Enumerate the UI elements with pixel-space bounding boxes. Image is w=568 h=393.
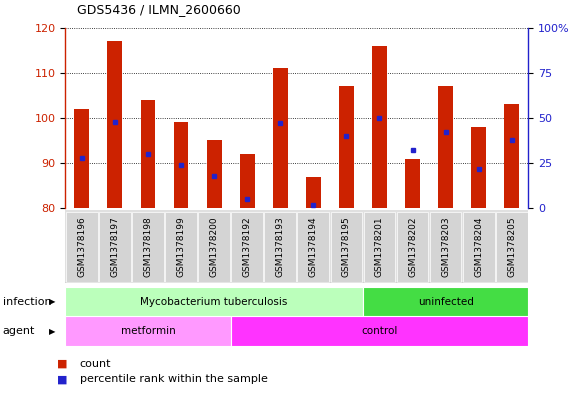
Text: ▶: ▶ xyxy=(49,327,56,336)
Text: GSM1378203: GSM1378203 xyxy=(441,216,450,277)
Text: GSM1378193: GSM1378193 xyxy=(275,216,285,277)
FancyBboxPatch shape xyxy=(364,212,395,282)
Text: infection: infection xyxy=(3,297,52,307)
Bar xyxy=(363,287,528,316)
Text: ▶: ▶ xyxy=(49,297,56,306)
Text: GSM1378204: GSM1378204 xyxy=(474,217,483,277)
FancyBboxPatch shape xyxy=(298,212,329,282)
FancyBboxPatch shape xyxy=(165,212,197,282)
Text: percentile rank within the sample: percentile rank within the sample xyxy=(80,374,268,384)
Text: control: control xyxy=(361,326,398,336)
Bar xyxy=(240,154,254,208)
Bar xyxy=(74,109,89,208)
Text: GSM1378195: GSM1378195 xyxy=(342,216,351,277)
Text: agent: agent xyxy=(3,326,35,336)
FancyBboxPatch shape xyxy=(331,212,362,282)
Text: GSM1378194: GSM1378194 xyxy=(309,216,318,277)
Bar xyxy=(65,316,231,346)
Bar xyxy=(339,86,354,208)
Bar xyxy=(372,46,387,208)
FancyBboxPatch shape xyxy=(198,212,230,282)
FancyBboxPatch shape xyxy=(496,212,528,282)
Text: ■: ■ xyxy=(57,358,67,369)
Text: GSM1378199: GSM1378199 xyxy=(177,216,186,277)
FancyBboxPatch shape xyxy=(396,212,428,282)
Bar xyxy=(207,140,222,208)
Text: GSM1378198: GSM1378198 xyxy=(144,216,152,277)
FancyBboxPatch shape xyxy=(264,212,296,282)
FancyBboxPatch shape xyxy=(99,212,131,282)
Bar xyxy=(438,86,453,208)
Bar xyxy=(231,316,528,346)
Bar xyxy=(140,100,156,208)
Text: GSM1378200: GSM1378200 xyxy=(210,216,219,277)
Bar xyxy=(174,122,189,208)
Text: ■: ■ xyxy=(57,374,67,384)
Text: GSM1378201: GSM1378201 xyxy=(375,216,384,277)
Bar xyxy=(504,104,519,208)
Bar xyxy=(306,176,321,208)
FancyBboxPatch shape xyxy=(132,212,164,282)
Text: GSM1378202: GSM1378202 xyxy=(408,217,417,277)
FancyBboxPatch shape xyxy=(66,212,98,282)
Bar xyxy=(405,158,420,208)
Text: GSM1378205: GSM1378205 xyxy=(507,216,516,277)
Text: GSM1378196: GSM1378196 xyxy=(77,216,86,277)
Text: GSM1378192: GSM1378192 xyxy=(243,216,252,277)
Text: GDS5436 / ILMN_2600660: GDS5436 / ILMN_2600660 xyxy=(77,3,240,16)
Text: uninfected: uninfected xyxy=(417,297,474,307)
FancyBboxPatch shape xyxy=(430,212,461,282)
Bar xyxy=(65,287,363,316)
Text: Mycobacterium tuberculosis: Mycobacterium tuberculosis xyxy=(140,297,288,307)
FancyBboxPatch shape xyxy=(463,212,495,282)
Bar xyxy=(273,68,287,208)
Text: metformin: metformin xyxy=(120,326,176,336)
Text: count: count xyxy=(80,358,111,369)
Bar xyxy=(107,41,122,208)
Text: GSM1378197: GSM1378197 xyxy=(110,216,119,277)
FancyBboxPatch shape xyxy=(231,212,263,282)
Bar xyxy=(471,127,486,208)
